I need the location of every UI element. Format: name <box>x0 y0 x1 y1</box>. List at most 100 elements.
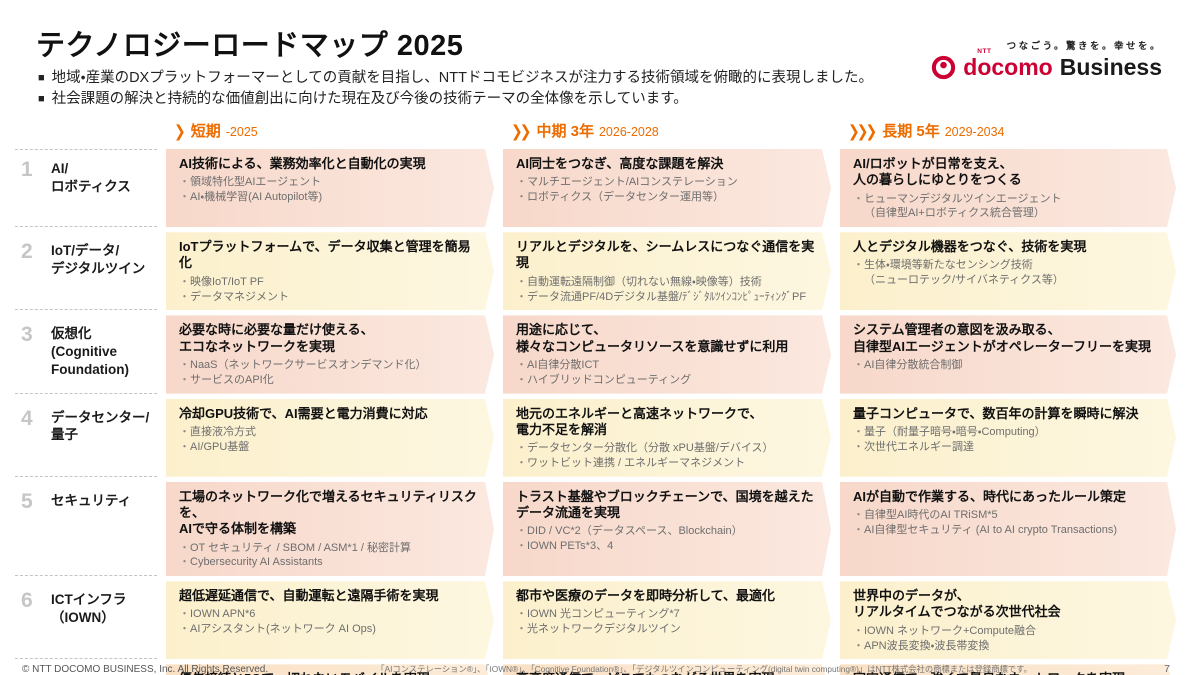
cell-bullet: ハイブリッドコンピューティング <box>516 373 815 388</box>
cell-bullet: Cybersecurity AI Assistants <box>179 555 478 570</box>
cell-bullet: DID / VC*2（データスペース、Blockchain） <box>516 524 815 539</box>
cell-bullet-list: 自動運転遠隔制御（切れない無線・映像等）技術データ流通PF/4Dデジタル基盤/ﾃ… <box>516 275 815 305</box>
cell-bullet: AIアシスタント(ネットワーク AI Ops) <box>179 622 478 637</box>
row-number: 4 <box>21 406 33 430</box>
cell-bullet-list: OT セキュリティ / SBOM / ASM*1 / 秘密計算Cybersecu… <box>179 541 478 571</box>
square-bullet-icon: ■ <box>38 72 45 84</box>
cell-bullet: APN波長変換・波長帯変換 <box>853 639 1160 654</box>
cell-bullet-list: マルチエージェント/AIコンステレーションロボティクス（データセンター運用等） <box>516 175 815 205</box>
cell-bullet-list: 映像IoT/IoT PFデータマネジメント <box>179 275 478 305</box>
cell-title: 高高度通信で、どこでもつながる世界を実現 <box>516 671 815 675</box>
cell-bullet-list: 自律型AI時代のAI TRiSM*5AI自律型セキュリティ (AI to AI … <box>853 508 1160 538</box>
intro-bullets: ■ 地域・産業のDXプラットフォーマーとしての貢献を目指し、NTTドコモビジネス… <box>38 68 1200 110</box>
business-wordmark: Business <box>1059 54 1162 80</box>
cell-short-term: AI技術による、業務効率化と自動化の実現 領域特化型AIエージェントAI・機械学… <box>166 149 494 227</box>
cell-title: トラスト基盤やブロックチェーンで、国境を越えた データ流通を実現 <box>516 488 814 521</box>
row-label: 7 宇宙/NTN *8 モバイル <box>15 664 157 675</box>
cell-bullet: IOWN APN*6 <box>179 607 478 622</box>
row-number: 3 <box>21 323 33 347</box>
slide: つなごう。驚きを。幸せを。 NTT docomo Business テクノロジー… <box>0 22 1200 675</box>
cell-mid-term: 高高度通信で、どこでもつながる世界を実現 宇宙（データ利活用、HAPS） <box>503 664 831 675</box>
chevron-icon: ❯❯❯ <box>848 121 877 141</box>
cell-bullet-list: AI自律分散ICTハイブリッドコンピューティング <box>516 358 815 388</box>
cell-title: 優先接続と5Gで、切れないモバイルを実現 <box>179 671 478 675</box>
column-head-mid-term: ❯❯ 中期 3年 2026-2028 <box>503 120 831 144</box>
cell-bullet: マルチエージェント/AIコンステレーション <box>516 175 815 190</box>
cell-title: 用途に応じて、 様々なコンピュータリソースを意識せずに利用 <box>516 322 789 354</box>
row-label-text: 仮想化 (Cognitive Foundation) <box>51 326 129 377</box>
cell-long-term: AI/ロボットが日常を支え、 人の暮らしにゆとりをつくる ヒューマンデジタルツイ… <box>840 149 1176 227</box>
chevron-icon: ❯❯ <box>511 121 532 141</box>
cell-bullet: 直接液冷方式 <box>179 425 478 440</box>
chevron-icon: ❯ <box>174 121 186 141</box>
column-head-long-term: ❯❯❯ 長期 5年 2029-2034 <box>840 120 1176 144</box>
cell-long-term: 世界中のデータが、 リアルタイムでつながる次世代社会 IOWN ネットワーク+C… <box>840 581 1176 659</box>
column-label: 長期 5年 <box>882 123 940 141</box>
cell-bullet-list: AI自律分散統合制御 <box>853 358 1160 373</box>
row-label-text: AI/ ロボティクス <box>51 161 131 194</box>
column-period: 2026-2028 <box>598 125 659 140</box>
cell-bullet: 映像IoT/IoT PF <box>179 275 478 290</box>
cell-bullet-list: IOWN ネットワーク+Compute融合APN波長変換・波長帯変換 <box>853 624 1160 654</box>
cell-bullet: NaaS（ネットワークサービスオンデマンド化） <box>179 358 478 373</box>
column-period: 2029-2034 <box>944 125 1005 140</box>
cell-bullet: 自動運転遠隔制御（切れない無線・映像等）技術 <box>516 275 815 290</box>
row-label: 4 データセンター/ 量子 <box>15 399 157 477</box>
row-label-text: セキュリティ <box>51 492 132 508</box>
cell-bullet-list: 量子（耐量子暗号・暗号・Computing）次世代エネルギー調達 <box>853 425 1160 455</box>
row-label-text: IoT/データ/ デジタルツイン <box>51 243 146 276</box>
cell-bullet: データ流通PF/4Dデジタル基盤/ﾃﾞｼﾞﾀﾙﾂｲﾝｺﾝﾋﾟｭｰﾃｨﾝｸﾞPF <box>516 290 815 305</box>
cell-bullet: 領域特化型AIエージェント <box>179 175 478 190</box>
cell-title: 冷却GPU技術で、AI需要と電力消費に対応 <box>179 405 428 421</box>
cell-short-term: IoTプラットフォームで、データ収集と管理を簡易化 映像IoT/IoT PFデー… <box>166 232 494 310</box>
cell-bullet-list: 生体・環境等新たなセンシング技術 （ニューロテック/サイバネティクス等） <box>853 258 1160 288</box>
cell-title: 人とデジタル機器をつなぐ、技術を実現 <box>853 239 1087 255</box>
cell-bullet-list: データセンター分散化（分散 xPU基盤/デバイス）ワットビット連携 / エネルギ… <box>516 441 815 471</box>
cell-bullet-list: DID / VC*2（データスペース、Blockchain）IOWN PETs*… <box>516 524 815 554</box>
column-head-short-term: ❯ 短期 -2025 <box>166 120 494 144</box>
cell-bullet: OT セキュリティ / SBOM / ASM*1 / 秘密計算 <box>179 541 478 556</box>
intro-text: 地域・産業のDXプラットフォーマーとしての貢献を目指し、NTTドコモビジネスが注… <box>51 70 873 86</box>
brand-tagline: つなごう。驚きを。幸せを。 <box>1006 41 1162 52</box>
cell-bullet: ヒューマンデジタルツインエージェント （自律型AI+ロボティクス統合管理） <box>853 192 1160 222</box>
cell-bullet: データセンター分散化（分散 xPU基盤/デバイス） <box>516 441 815 456</box>
copyright-text: © NTT DOCOMO BUSINESS, Inc. All Rights R… <box>22 663 269 675</box>
cell-long-term: 宇宙通信で、強くて最良なネットワークを実現 6G宇宙コンピューティングネットワー… <box>840 664 1176 675</box>
cell-short-term: 工場のネットワーク化で増えるセキュリティリスクを、 AIで守る体制を構築 OT … <box>166 482 494 576</box>
cell-bullet: ロボティクス（データセンター運用等） <box>516 190 815 205</box>
cell-mid-term: AI同士をつなぎ、高度な課題を解決 マルチエージェント/AIコンステレーションロ… <box>503 149 831 227</box>
ntt-label: NTT <box>977 48 992 55</box>
row-number: 6 <box>21 589 33 613</box>
cell-short-term: 優先接続と5Gで、切れないモバイルを実現 5G（スライシング / QoS）5G … <box>166 664 494 675</box>
row-label: 1 AI/ ロボティクス <box>15 149 157 228</box>
cell-title: 世界中のデータが、 リアルタイムでつながる次世代社会 <box>853 588 1061 620</box>
cell-bullet: AI自律分散ICT <box>516 358 815 373</box>
cell-bullet-list: NaaS（ネットワークサービスオンデマンド化）サービスのAPI化 <box>179 358 478 388</box>
roadmap-grid: ❯ 短期 -2025 ❯❯ 中期 3年 2026-2028 ❯❯❯ 長期 5年 … <box>15 120 1188 675</box>
row-label: 3 仮想化 (Cognitive Foundation) <box>15 315 157 394</box>
cell-mid-term: 地元のエネルギーと高速ネットワークで、 電力不足を解消 データセンター分散化（分… <box>503 399 831 477</box>
cell-bullet: 次世代エネルギー調達 <box>853 440 1160 455</box>
column-label: 短期 <box>190 123 221 141</box>
cell-title: AI同士をつなぎ、高度な課題を解決 <box>516 156 724 172</box>
cell-mid-term: 都市や医療のデータを即時分析して、最適化 IOWN 光コンピューティング*7光ネ… <box>503 581 831 659</box>
cell-bullet-list: 直接液冷方式AI/GPU基盤 <box>179 425 478 455</box>
cell-bullet: AI自律型セキュリティ (AI to AI crypto Transaction… <box>853 523 1160 538</box>
cell-bullet: AI・機械学習(AI Autopilot等) <box>179 190 478 205</box>
square-bullet-icon: ■ <box>38 93 45 106</box>
cell-title: 工場のネットワーク化で増えるセキュリティリスクを、 AIで守る体制を構築 <box>179 488 477 537</box>
row-label-text: ICTインフラ （IOWN） <box>51 592 127 625</box>
cell-mid-term: トラスト基盤やブロックチェーンで、国境を越えた データ流通を実現 DID / V… <box>503 482 831 576</box>
cell-title: 地元のエネルギーと高速ネットワークで、 電力不足を解消 <box>516 405 763 437</box>
row-number: 5 <box>21 489 33 513</box>
cell-title: 都市や医療のデータを即時分析して、最適化 <box>516 588 775 604</box>
page-title: テクノロジーロードマップ 2025 <box>36 30 464 62</box>
cell-long-term: AIが自動で作業する、時代にあったルール策定 自律型AI時代のAI TRiSM*… <box>840 482 1176 576</box>
page-number: 7 <box>1164 663 1170 675</box>
row-label: 5 セキュリティ <box>15 482 157 577</box>
cell-bullet: 自律型AI時代のAI TRiSM*5 <box>853 508 1160 523</box>
cell-title: 必要な時に必要な量だけ使える、 エコなネットワークを実現 <box>179 322 374 354</box>
cell-title: 宇宙通信で、強くて最良なネットワークを実現 <box>853 671 1160 675</box>
cell-title: 超低遅延通信で、自動運転と遠隔手術を実現 <box>179 588 439 604</box>
row-number: 1 <box>21 158 33 182</box>
